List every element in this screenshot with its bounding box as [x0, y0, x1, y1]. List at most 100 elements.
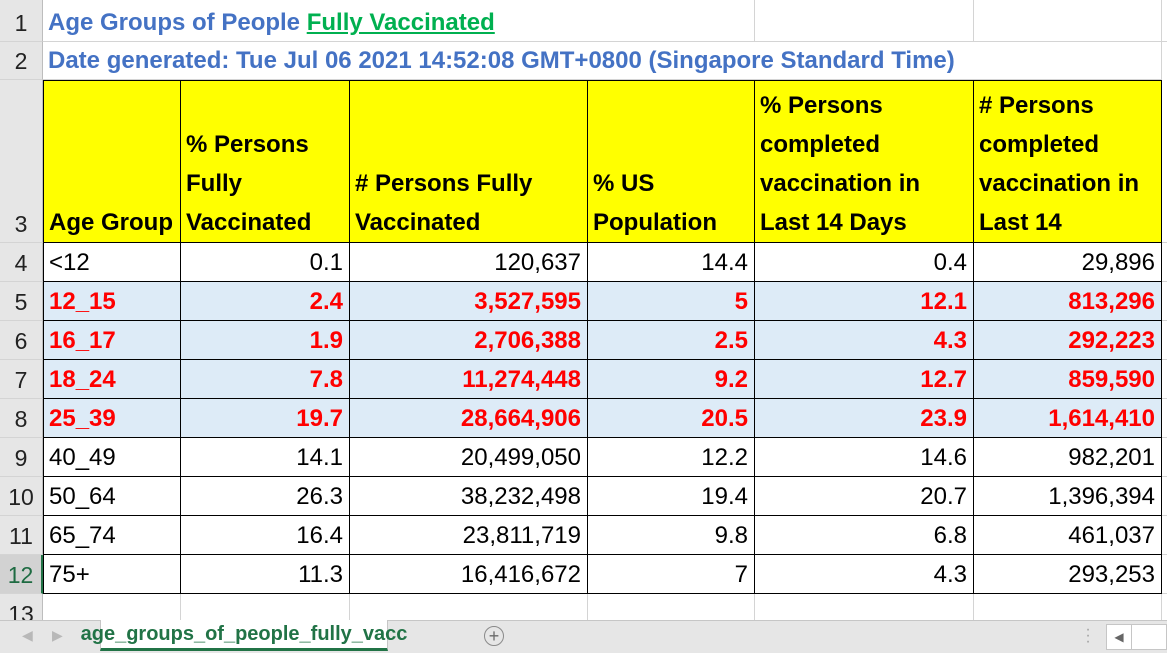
cell-pct-pop[interactable]: 20.5 — [588, 399, 755, 438]
cell-num-14[interactable]: 1,396,394 — [974, 477, 1162, 516]
cell-pct-full[interactable]: 14.1 — [181, 438, 350, 477]
cell-E13[interactable] — [755, 594, 974, 620]
cell-pct-pop[interactable]: 12.2 — [588, 438, 755, 477]
add-sheet-button[interactable]: + — [484, 626, 504, 646]
cell-E1[interactable] — [755, 0, 974, 42]
cell-age-group[interactable]: 12_15 — [43, 282, 181, 321]
cell-empty[interactable] — [1162, 399, 1167, 438]
cell-empty[interactable] — [1162, 321, 1167, 360]
cell-D1[interactable] — [588, 0, 755, 42]
cell-num-14[interactable]: 1,614,410 — [974, 399, 1162, 438]
cell-num-14[interactable]: 859,590 — [974, 360, 1162, 399]
cell-pct-14[interactable]: 20.7 — [755, 477, 974, 516]
cell-age-group[interactable]: 25_39 — [43, 399, 181, 438]
cell-age-group[interactable]: 65_74 — [43, 516, 181, 555]
row-header-6[interactable]: 6 — [0, 321, 43, 360]
cell-F13[interactable] — [974, 594, 1162, 620]
cell-pct-14[interactable]: 14.6 — [755, 438, 974, 477]
cell-empty[interactable] — [1162, 516, 1167, 555]
header-num-last-14[interactable]: # Persons completed vaccination in Last … — [974, 80, 1162, 243]
cell-age-group[interactable]: 40_49 — [43, 438, 181, 477]
cell-pct-full[interactable]: 19.7 — [181, 399, 350, 438]
tab-splitter-handle-icon[interactable]: · · · — [1085, 621, 1091, 650]
header-pct-last-14-days[interactable]: % Persons completed vaccination in Last … — [755, 80, 974, 243]
title-link-fully-vaccinated[interactable]: Fully Vaccinated — [306, 9, 495, 36]
header-pct-us-population[interactable]: % US Population — [588, 80, 755, 243]
cell-pct-full[interactable]: 1.9 — [181, 321, 350, 360]
cell-num-full[interactable]: 11,274,448 — [350, 360, 588, 399]
cell-age-group[interactable]: <12 — [43, 243, 181, 282]
cell-pct-14[interactable]: 4.3 — [755, 321, 974, 360]
horizontal-scrollbar[interactable]: ◀ — [1106, 624, 1167, 650]
cell-pct-full[interactable]: 26.3 — [181, 477, 350, 516]
row-header-1[interactable]: 1 — [0, 0, 43, 42]
cell-pct-pop[interactable]: 19.4 — [588, 477, 755, 516]
cell-pct-14[interactable]: 0.4 — [755, 243, 974, 282]
row-header-12-selected[interactable]: 12 — [0, 555, 43, 594]
cell-G3[interactable] — [1162, 80, 1167, 243]
cell-C13[interactable] — [350, 594, 588, 620]
cell-pct-pop[interactable]: 2.5 — [588, 321, 755, 360]
cell-pct-full[interactable]: 16.4 — [181, 516, 350, 555]
cell-num-14[interactable]: 813,296 — [974, 282, 1162, 321]
row-header-10[interactable]: 10 — [0, 477, 43, 516]
cell-num-full[interactable]: 120,637 — [350, 243, 588, 282]
cell-empty[interactable] — [1162, 243, 1167, 282]
cell-num-full[interactable]: 38,232,498 — [350, 477, 588, 516]
cell-age-group[interactable]: 18_24 — [43, 360, 181, 399]
cell-pct-full[interactable]: 0.1 — [181, 243, 350, 282]
cell-num-full[interactable]: 2,706,388 — [350, 321, 588, 360]
cell-empty[interactable] — [1162, 360, 1167, 399]
row-header-9[interactable]: 9 — [0, 438, 43, 477]
cell-age-group[interactable]: 75+ — [43, 555, 181, 594]
cell-pct-pop[interactable]: 5 — [588, 282, 755, 321]
cell-pct-full[interactable]: 11.3 — [181, 555, 350, 594]
row-header-13[interactable]: 13 — [0, 594, 43, 620]
row-header-8[interactable]: 8 — [0, 399, 43, 438]
cell-empty[interactable] — [1162, 282, 1167, 321]
row-header-3[interactable]: 3 — [0, 80, 43, 243]
cell-F1[interactable] — [974, 0, 1162, 42]
header-pct-fully-vaccinated[interactable]: % Persons Fully Vaccinated — [181, 80, 350, 243]
cell-B1[interactable] — [181, 0, 350, 42]
cell-num-full[interactable]: 20,499,050 — [350, 438, 588, 477]
next-sheet-icon[interactable]: ▶ — [52, 627, 63, 643]
cell-pct-full[interactable]: 7.8 — [181, 360, 350, 399]
row-header-5[interactable]: 5 — [0, 282, 43, 321]
cell-pct-14[interactable]: 23.9 — [755, 399, 974, 438]
cell-num-full[interactable]: 23,811,719 — [350, 516, 588, 555]
cell-empty[interactable] — [1162, 477, 1167, 516]
cell-pct-pop[interactable]: 14.4 — [588, 243, 755, 282]
cell-A1[interactable]: Age Groups of People Fully Vaccinated — [43, 0, 495, 42]
cell-pct-pop[interactable]: 9.2 — [588, 360, 755, 399]
cell-empty[interactable] — [1162, 555, 1167, 594]
cell-num-full[interactable]: 16,416,672 — [350, 555, 588, 594]
cell-num-14[interactable]: 292,223 — [974, 321, 1162, 360]
row-header-4[interactable]: 4 — [0, 243, 43, 282]
row-header-7[interactable]: 7 — [0, 360, 43, 399]
prev-sheet-icon[interactable]: ◀ — [22, 627, 33, 643]
cell-A2[interactable]: Date generated: Tue Jul 06 2021 14:52:08… — [43, 42, 1162, 80]
header-age-group[interactable]: Age Group — [43, 80, 181, 243]
cell-pct-pop[interactable]: 9.8 — [588, 516, 755, 555]
row-header-2[interactable]: 2 — [0, 42, 43, 80]
cell-A13[interactable] — [43, 594, 181, 620]
cell-pct-14[interactable]: 6.8 — [755, 516, 974, 555]
cell-pct-14[interactable]: 4.3 — [755, 555, 974, 594]
cell-pct-full[interactable]: 2.4 — [181, 282, 350, 321]
cell-pct-pop[interactable]: 7 — [588, 555, 755, 594]
cell-num-14[interactable]: 293,253 — [974, 555, 1162, 594]
cell-age-group[interactable]: 16_17 — [43, 321, 181, 360]
sheet-tab-active[interactable]: age_groups_of_people_fully_vacc — [81, 620, 407, 651]
row-header-11[interactable]: 11 — [0, 516, 43, 555]
cell-num-14[interactable]: 982,201 — [974, 438, 1162, 477]
cell-G1[interactable] — [1162, 0, 1167, 42]
cell-B13[interactable] — [181, 594, 350, 620]
cell-G13[interactable] — [1162, 594, 1167, 620]
cell-num-full[interactable]: 28,664,906 — [350, 399, 588, 438]
cell-D13[interactable] — [588, 594, 755, 620]
cell-num-14[interactable]: 461,037 — [974, 516, 1162, 555]
cell-num-full[interactable]: 3,527,595 — [350, 282, 588, 321]
cell-pct-14[interactable]: 12.7 — [755, 360, 974, 399]
cell-num-14[interactable]: 29,896 — [974, 243, 1162, 282]
